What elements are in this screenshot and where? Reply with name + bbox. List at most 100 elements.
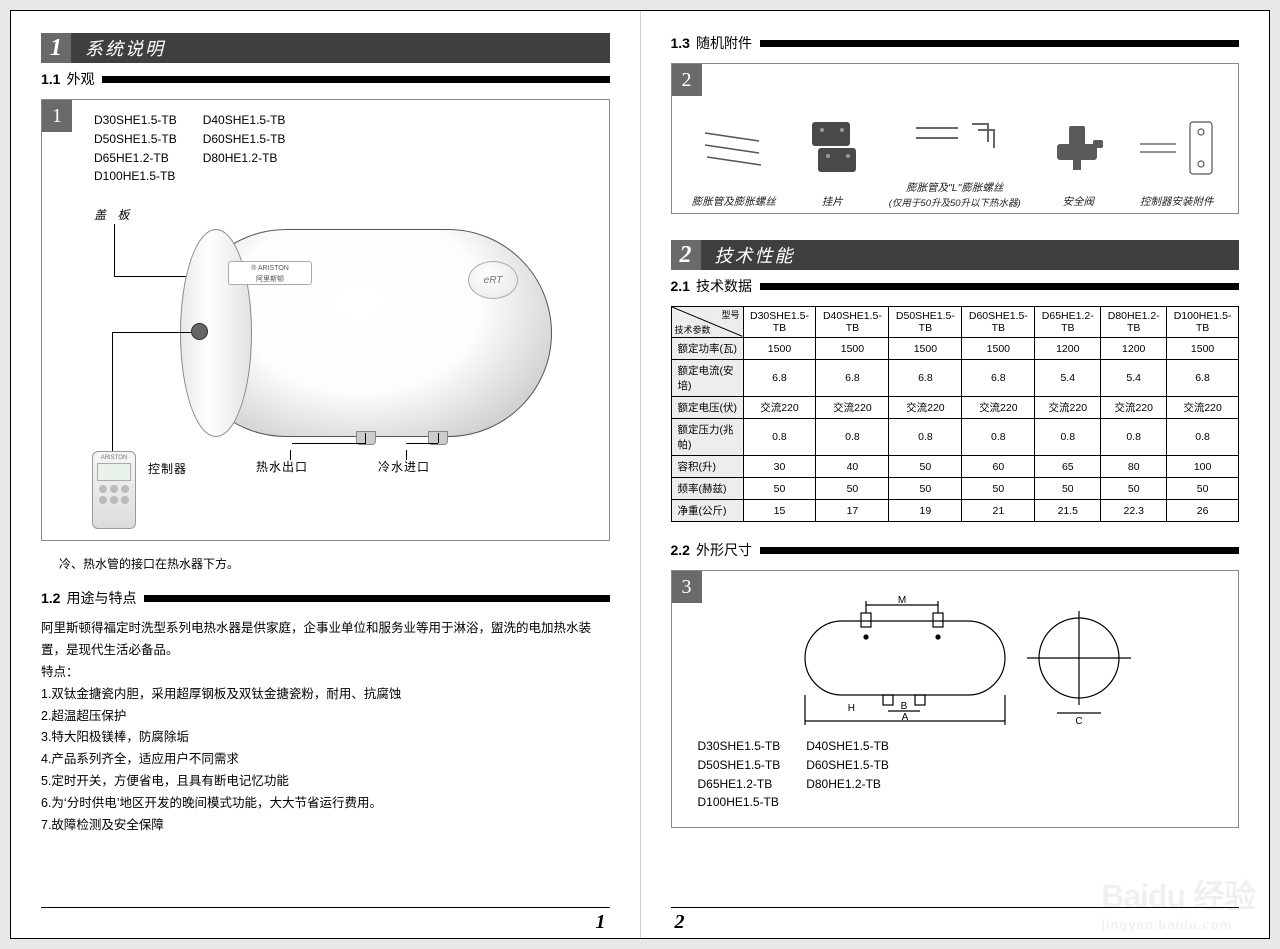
subsection-2-2: 2.2 外形尺寸 xyxy=(671,540,1240,560)
col-header: D80HE1.2-TB xyxy=(1101,307,1167,338)
figure-1-model-list: D30SHE1.5-TBD40SHE1.5-TB D50SHE1.5-TBD60… xyxy=(92,110,311,187)
spec-cell: 0.8 xyxy=(1167,419,1239,456)
table-row: 频率(赫兹)50505050505050 xyxy=(671,478,1239,500)
subsection-1-2-num: 1.2 xyxy=(41,590,60,606)
spec-cell: 50 xyxy=(889,478,962,500)
spec-cell: 5.4 xyxy=(1035,360,1101,397)
spec-cell: 交流220 xyxy=(743,397,816,419)
spec-cell: 1200 xyxy=(1101,338,1167,360)
spec-cell: 50 xyxy=(1035,478,1101,500)
page-number-2: 2 xyxy=(675,911,685,934)
figure-1: 1 D30SHE1.5-TBD40SHE1.5-TB D50SHE1.5-TBD… xyxy=(41,99,610,541)
rule-icon xyxy=(144,595,609,602)
spec-cell: 6.8 xyxy=(743,360,816,397)
spec-cell: 交流220 xyxy=(1035,397,1101,419)
mount-icon xyxy=(1136,116,1218,180)
callout-controller: 控制器 xyxy=(148,460,187,477)
table-row: 额定功率(瓦)1500150015001500120012001500 xyxy=(671,338,1239,360)
figure-1-note: 冷、热水管的接口在热水器下方。 xyxy=(59,555,610,572)
features-label: 特点： xyxy=(41,662,610,684)
section-1-header: 1 系统说明 xyxy=(41,33,610,63)
bolts-icon xyxy=(699,123,769,173)
subsection-1-3-num: 1.3 xyxy=(671,35,690,51)
col-header: D100HE1.5-TB xyxy=(1167,307,1239,338)
callout-line xyxy=(290,450,291,460)
spec-cell: 交流220 xyxy=(1167,397,1239,419)
spec-cell: 1500 xyxy=(743,338,816,360)
dim-label-a: A xyxy=(901,712,908,723)
model-cell: D65HE1.2-TB xyxy=(698,776,805,793)
subsection-2-1-title: 技术数据 xyxy=(696,276,752,296)
intro-text: 阿里斯顿得福定时洗型系列电热水器是供家庭，企事业单位和服务业等用于淋浴，盥洗的电… xyxy=(41,618,610,662)
baidu-watermark: Baidu 经验 jingyan.baidu.com xyxy=(1101,871,1255,932)
spec-cell: 6.8 xyxy=(816,360,889,397)
section-1-2-body: 阿里斯顿得福定时洗型系列电热水器是供家庭，企事业单位和服务业等用于淋浴，盥洗的电… xyxy=(41,618,610,837)
spec-cell: 50 xyxy=(1101,478,1167,500)
spec-cell: 6.8 xyxy=(889,360,962,397)
table-row: 额定电压(伏)交流220交流220交流220交流220交流220交流220交流2… xyxy=(671,397,1239,419)
model-cell xyxy=(203,168,310,185)
spec-cell: 22.3 xyxy=(1101,500,1167,522)
section-2-number: 2 xyxy=(671,240,701,270)
model-cell: D30SHE1.5-TB xyxy=(94,112,201,129)
ert-badge: eRT xyxy=(468,261,518,299)
dimension-drawing: M A B H C xyxy=(682,581,1229,736)
heater-illustration: 盖 板 ® ARISTON 阿里斯顿 eRT 控制器 ARISTON xyxy=(52,199,599,519)
callout-line xyxy=(406,450,407,460)
page-1: 1 系统说明 1.1 外观 1 D30SHE1.5-TBD40SHE1.5-TB… xyxy=(11,11,641,938)
spec-cell: 17 xyxy=(816,500,889,522)
accessory-label: 膨胀管及膨胀螺丝 xyxy=(692,194,776,209)
spec-cell: 60 xyxy=(962,456,1035,478)
model-cell: D100HE1.5-TB xyxy=(94,168,201,185)
accessory-label: 安全阀 xyxy=(1049,194,1107,209)
dim-label-h: H xyxy=(848,703,855,714)
model-cell: D60SHE1.5-TB xyxy=(806,757,913,774)
spec-cell: 1200 xyxy=(1035,338,1101,360)
features-list: 1.双钛金搪瓷内胆，采用超厚钢板及双钛金搪瓷粉，耐用、抗腐蚀 2.超温超压保护 … xyxy=(41,684,610,837)
valve-icon xyxy=(1049,120,1107,176)
subsection-1-2-title: 用途与特点 xyxy=(66,588,136,608)
row-label: 额定电流(安培) xyxy=(671,360,743,397)
callout-line xyxy=(112,332,113,452)
section-2-title: 技术性能 xyxy=(701,240,1240,270)
feature-item: 7.故障检测及安全保障 xyxy=(41,815,610,837)
model-cell: D30SHE1.5-TB xyxy=(698,738,805,755)
ariston-logo-bottom: 阿里斯顿 xyxy=(229,274,311,285)
subsection-1-2: 1.2 用途与特点 xyxy=(41,588,610,608)
spec-cell: 0.8 xyxy=(743,419,816,456)
subsection-1-1-num: 1.1 xyxy=(41,71,60,87)
spec-cell: 50 xyxy=(816,478,889,500)
spec-cell: 0.8 xyxy=(962,419,1035,456)
model-cell: D40SHE1.5-TB xyxy=(806,738,913,755)
spec-cell: 80 xyxy=(1101,456,1167,478)
model-cell: D100HE1.5-TB xyxy=(698,794,805,811)
spec-cell: 1500 xyxy=(816,338,889,360)
row-label: 容积(升) xyxy=(671,456,743,478)
spec-cell: 交流220 xyxy=(889,397,962,419)
spec-cell: 0.8 xyxy=(816,419,889,456)
callout-line xyxy=(292,443,366,444)
spec-cell: 交流220 xyxy=(816,397,889,419)
col-header: D65HE1.2-TB xyxy=(1035,307,1101,338)
spec-cell: 50 xyxy=(743,478,816,500)
subsection-2-2-title: 外形尺寸 xyxy=(696,540,752,560)
page-rule xyxy=(671,907,1240,908)
rule-icon xyxy=(760,40,1239,47)
figure-1-badge: 1 xyxy=(42,100,72,132)
feature-item: 4.产品系列齐全，适应用户不同需求 xyxy=(41,749,610,771)
subsection-2-1-num: 2.1 xyxy=(671,278,690,294)
col-header: D30SHE1.5-TB xyxy=(743,307,816,338)
dim-label-m: M xyxy=(898,595,906,606)
row-label: 净重(公斤) xyxy=(671,500,743,522)
callout-cover: 盖 板 xyxy=(94,206,133,223)
ariston-logo: ® ARISTON 阿里斯顿 xyxy=(228,261,312,285)
spec-table: 型号 技术参数 D30SHE1.5-TB D40SHE1.5-TB D50SHE… xyxy=(671,306,1240,522)
subsection-2-1: 2.1 技术数据 xyxy=(671,276,1240,296)
spec-cell: 0.8 xyxy=(1035,419,1101,456)
page-number-1: 1 xyxy=(596,911,606,934)
rule-icon xyxy=(760,547,1239,554)
rule-icon xyxy=(760,283,1239,290)
spec-cell: 5.4 xyxy=(1101,360,1167,397)
callout-cold-inlet: 冷水进口 xyxy=(378,458,430,475)
section-2-header: 2 技术性能 xyxy=(671,240,1240,270)
